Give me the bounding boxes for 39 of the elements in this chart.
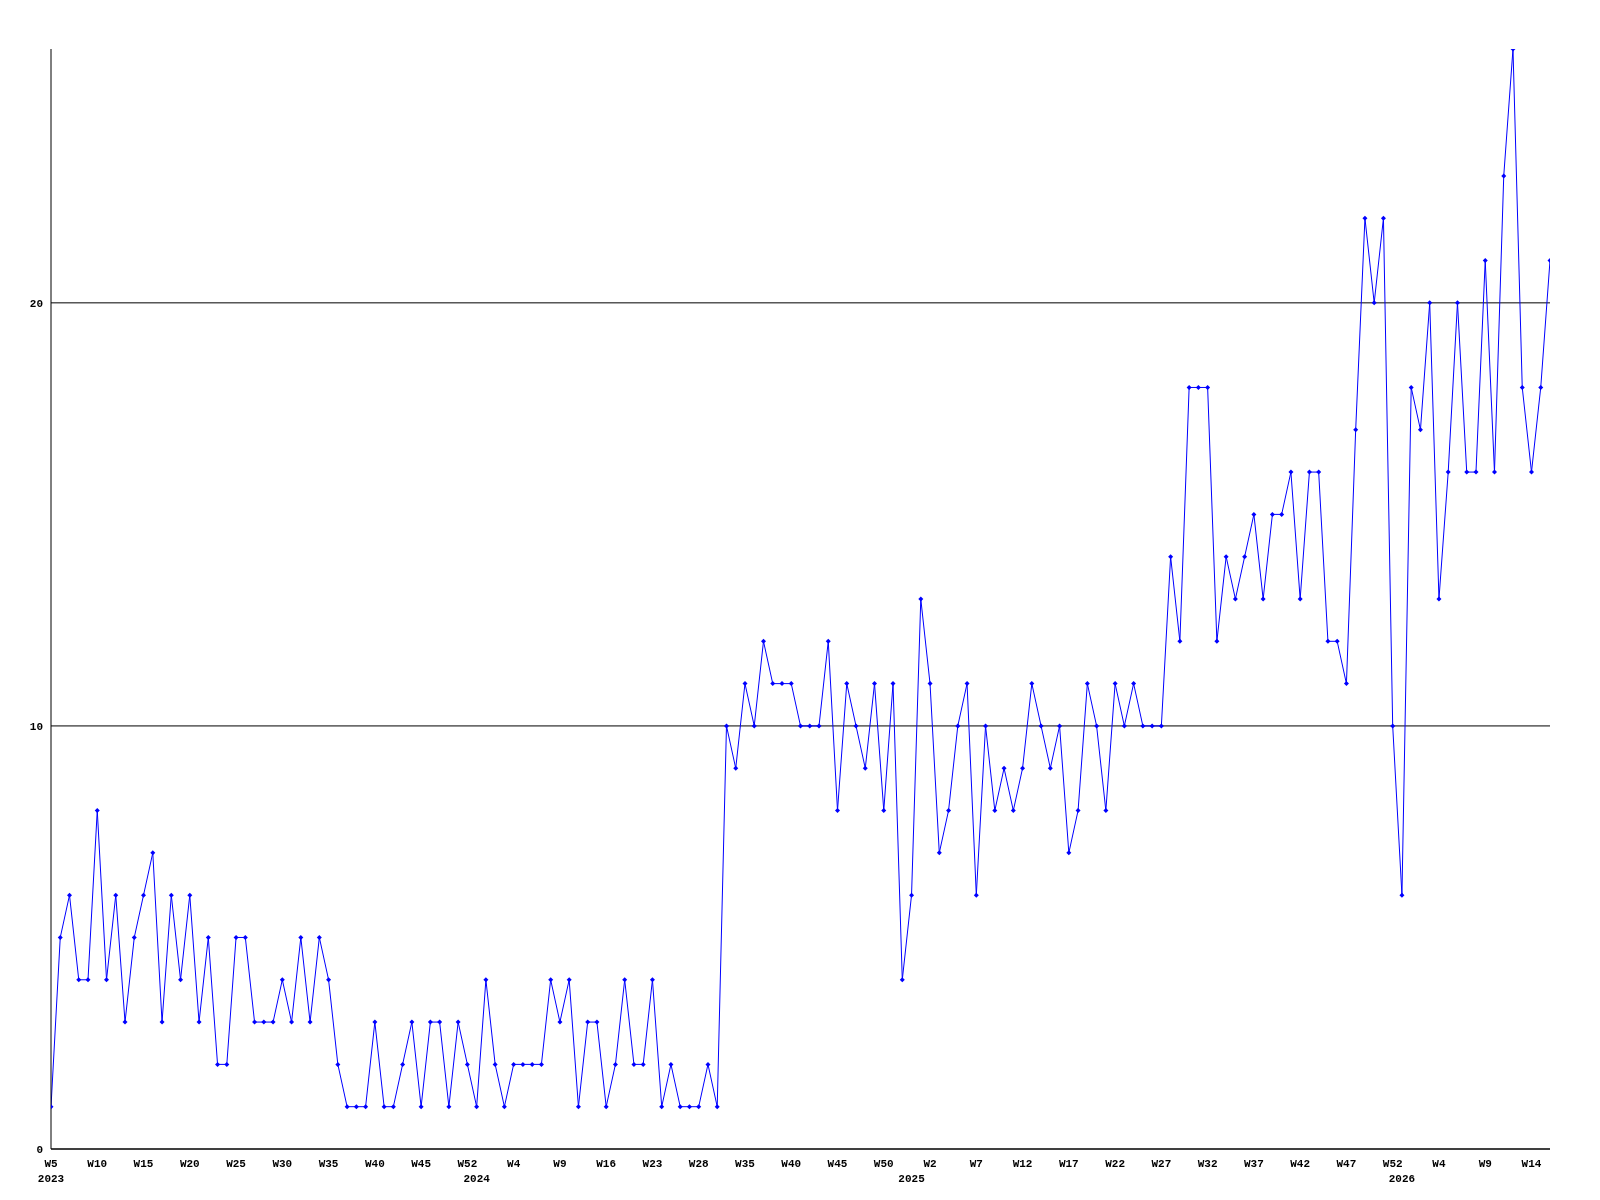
x-tick-label: W4 — [1432, 1158, 1446, 1170]
x-tick-label: W2 — [923, 1158, 937, 1170]
x-tick-label: W40 — [364, 1158, 385, 1170]
x-tick-label: W9 — [1478, 1158, 1492, 1170]
x-tick-label: W35 — [735, 1158, 756, 1170]
x-tick-label: W50 — [873, 1158, 894, 1170]
x-tick-label: W4 — [507, 1158, 521, 1170]
x-tick-label: 2024 — [463, 1173, 491, 1185]
x-tick-label: W32 — [1197, 1158, 1218, 1170]
x-tick-label: W20 — [179, 1158, 200, 1170]
x-tick-label: W40 — [781, 1158, 802, 1170]
x-tick-label: 2025 — [898, 1173, 926, 1185]
y-tick-label: 10 — [29, 720, 43, 733]
x-tick-label: W12 — [1012, 1158, 1033, 1170]
x-tick-label: W10 — [87, 1158, 108, 1170]
x-tick-label: W22 — [1105, 1158, 1126, 1170]
x-tick-label: W15 — [133, 1158, 154, 1170]
x-tick-label: W47 — [1336, 1158, 1357, 1170]
x-tick-label: W25 — [226, 1158, 247, 1170]
x-tick-label: W17 — [1058, 1158, 1079, 1170]
x-tick-label: W7 — [969, 1158, 983, 1170]
x-tick-label: W37 — [1243, 1158, 1264, 1170]
x-tick-label: W45 — [827, 1158, 848, 1170]
x-tick-label: W52 — [1382, 1158, 1403, 1170]
x-tick-label: W30 — [272, 1158, 293, 1170]
x-tick-label: W23 — [642, 1158, 663, 1170]
y-tick-label: 20 — [29, 297, 43, 310]
x-tick-label: W42 — [1290, 1158, 1311, 1170]
x-tick-label: 2026 — [1388, 1173, 1416, 1185]
x-tick-label: W16 — [596, 1158, 617, 1170]
x-tick-label: W28 — [688, 1158, 710, 1170]
x-tick-label: W52 — [457, 1158, 478, 1170]
x-tick-label: W5 2023 — [37, 1158, 65, 1185]
x-tick-label: W14 — [1521, 1158, 1542, 1170]
x-tick-label: W35 — [318, 1158, 339, 1170]
y-tick-label: 0 — [36, 1143, 43, 1156]
x-tick-label: W45 — [411, 1158, 432, 1170]
x-tick-label: W9 — [553, 1158, 567, 1170]
x-tick-label: W27 — [1151, 1158, 1172, 1170]
